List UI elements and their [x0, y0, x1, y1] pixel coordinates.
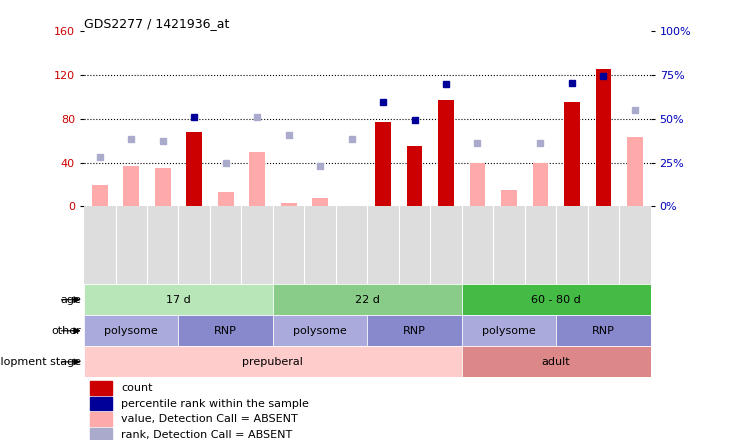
Bar: [462, 346, 651, 377]
Text: prepuberal: prepuberal: [243, 357, 303, 367]
Bar: [438, 100, 454, 206]
Bar: [218, 192, 234, 206]
Bar: [627, 137, 643, 206]
Bar: [533, 163, 548, 206]
Text: development stage: development stage: [0, 357, 81, 367]
Bar: [90, 396, 113, 410]
Text: count: count: [121, 383, 152, 393]
Bar: [90, 412, 113, 426]
Bar: [249, 152, 265, 206]
Bar: [92, 185, 107, 206]
Bar: [124, 166, 139, 206]
Text: polysome: polysome: [105, 326, 158, 336]
Text: 17 d: 17 d: [166, 295, 191, 305]
Text: 60 - 80 d: 60 - 80 d: [531, 295, 581, 305]
Bar: [281, 203, 297, 206]
Bar: [368, 315, 462, 346]
Bar: [462, 284, 651, 315]
Text: adult: adult: [542, 357, 570, 367]
Bar: [462, 315, 556, 346]
Bar: [469, 163, 485, 206]
Bar: [596, 69, 611, 206]
Bar: [84, 284, 273, 315]
Text: percentile rank within the sample: percentile rank within the sample: [121, 399, 308, 408]
Bar: [90, 381, 113, 395]
Text: GDS2277 / 1421936_at: GDS2277 / 1421936_at: [84, 17, 230, 30]
Bar: [312, 198, 328, 206]
Text: RNP: RNP: [592, 326, 615, 336]
Text: RNP: RNP: [403, 326, 426, 336]
Text: rank, Detection Call = ABSENT: rank, Detection Call = ABSENT: [121, 430, 292, 440]
Bar: [84, 315, 178, 346]
Bar: [186, 132, 202, 206]
Text: value, Detection Call = ABSENT: value, Detection Call = ABSENT: [121, 414, 298, 424]
Bar: [501, 190, 517, 206]
Bar: [556, 315, 651, 346]
Bar: [273, 284, 462, 315]
Bar: [273, 315, 368, 346]
Text: polysome: polysome: [482, 326, 536, 336]
Text: RNP: RNP: [214, 326, 237, 336]
Bar: [155, 168, 170, 206]
Text: polysome: polysome: [293, 326, 347, 336]
Bar: [406, 146, 423, 206]
Text: age: age: [61, 295, 81, 305]
Text: other: other: [51, 326, 81, 336]
Text: 22 d: 22 d: [355, 295, 380, 305]
Bar: [178, 315, 273, 346]
Bar: [375, 122, 391, 206]
Bar: [90, 428, 113, 441]
Bar: [564, 102, 580, 206]
Bar: [84, 346, 462, 377]
